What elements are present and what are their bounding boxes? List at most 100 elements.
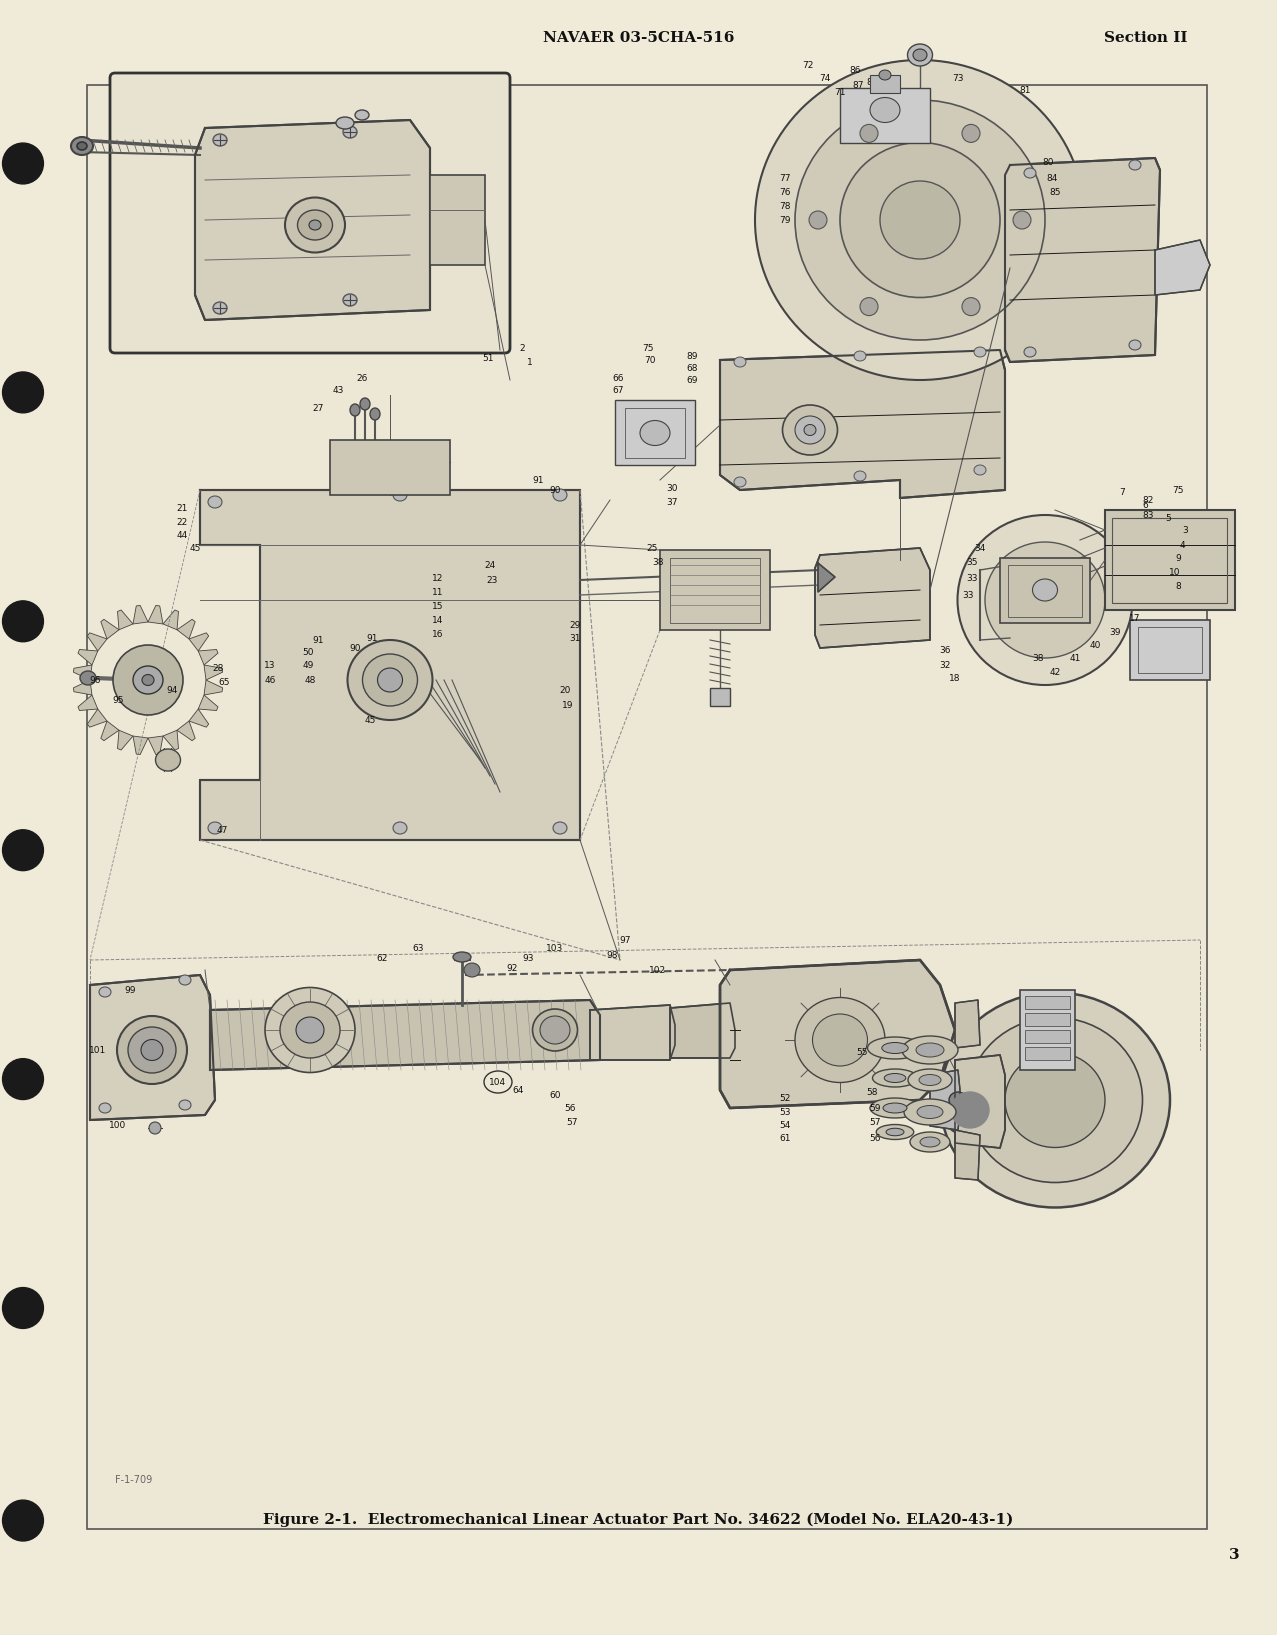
Bar bbox=[660, 549, 770, 629]
Text: 26: 26 bbox=[356, 373, 368, 383]
Polygon shape bbox=[195, 119, 430, 320]
Text: 90: 90 bbox=[349, 644, 360, 652]
Ellipse shape bbox=[344, 294, 358, 306]
Ellipse shape bbox=[734, 356, 746, 366]
Ellipse shape bbox=[985, 541, 1105, 657]
Text: 95: 95 bbox=[112, 695, 124, 705]
Text: 13: 13 bbox=[264, 661, 276, 669]
Text: 91: 91 bbox=[366, 633, 378, 643]
Text: 25: 25 bbox=[646, 543, 658, 553]
Text: 57: 57 bbox=[566, 1117, 577, 1127]
Ellipse shape bbox=[1129, 160, 1142, 170]
Polygon shape bbox=[590, 1006, 676, 1059]
Ellipse shape bbox=[859, 124, 879, 142]
Text: 65: 65 bbox=[218, 677, 230, 687]
Ellipse shape bbox=[77, 142, 87, 150]
Text: 80: 80 bbox=[1042, 157, 1054, 167]
Bar bbox=[329, 440, 450, 495]
Text: 57: 57 bbox=[870, 1117, 881, 1127]
Polygon shape bbox=[133, 736, 148, 755]
Circle shape bbox=[3, 602, 43, 641]
Text: 85: 85 bbox=[1050, 188, 1061, 196]
Text: 3: 3 bbox=[1230, 1548, 1240, 1561]
Text: NAVAER 03-5CHA-516: NAVAER 03-5CHA-516 bbox=[543, 31, 734, 46]
Text: 97: 97 bbox=[619, 935, 631, 945]
Text: 23: 23 bbox=[487, 576, 498, 584]
Bar bbox=[1130, 620, 1211, 680]
Polygon shape bbox=[189, 633, 208, 651]
Polygon shape bbox=[163, 610, 179, 629]
Text: 59: 59 bbox=[870, 1104, 881, 1112]
Bar bbox=[1020, 991, 1075, 1069]
Ellipse shape bbox=[117, 1015, 186, 1084]
Text: 1: 1 bbox=[527, 358, 533, 366]
Ellipse shape bbox=[870, 98, 900, 123]
Text: 93: 93 bbox=[522, 953, 534, 963]
Circle shape bbox=[3, 144, 43, 183]
Text: 22: 22 bbox=[176, 518, 188, 526]
Text: 42: 42 bbox=[1050, 667, 1061, 677]
Text: 35: 35 bbox=[967, 558, 978, 566]
Ellipse shape bbox=[285, 198, 345, 252]
Ellipse shape bbox=[213, 134, 227, 146]
Text: 2: 2 bbox=[520, 343, 525, 353]
Polygon shape bbox=[87, 710, 107, 728]
Text: 91: 91 bbox=[313, 636, 324, 644]
Ellipse shape bbox=[902, 1037, 958, 1064]
Ellipse shape bbox=[266, 988, 355, 1073]
Ellipse shape bbox=[916, 1043, 944, 1056]
Ellipse shape bbox=[919, 1074, 941, 1086]
Polygon shape bbox=[200, 490, 580, 840]
Ellipse shape bbox=[904, 1099, 956, 1125]
Ellipse shape bbox=[919, 1136, 940, 1148]
Ellipse shape bbox=[142, 675, 155, 685]
Polygon shape bbox=[117, 731, 133, 750]
Text: 68: 68 bbox=[686, 363, 697, 373]
Ellipse shape bbox=[140, 1040, 163, 1061]
Ellipse shape bbox=[949, 1092, 967, 1109]
Polygon shape bbox=[148, 605, 163, 625]
Text: 9: 9 bbox=[1175, 554, 1181, 562]
Text: 89: 89 bbox=[686, 352, 697, 360]
Text: 39: 39 bbox=[1110, 628, 1121, 636]
Ellipse shape bbox=[112, 644, 183, 714]
Polygon shape bbox=[101, 721, 119, 741]
Polygon shape bbox=[955, 1001, 979, 1048]
Text: 56: 56 bbox=[870, 1133, 881, 1143]
Ellipse shape bbox=[363, 654, 418, 706]
Ellipse shape bbox=[734, 477, 746, 487]
Text: 29: 29 bbox=[570, 621, 581, 629]
Ellipse shape bbox=[796, 415, 825, 445]
Text: 73: 73 bbox=[953, 74, 964, 82]
Ellipse shape bbox=[854, 471, 866, 481]
Text: 4: 4 bbox=[1179, 541, 1185, 549]
Text: 48: 48 bbox=[304, 675, 315, 685]
Polygon shape bbox=[819, 562, 835, 592]
Text: 101: 101 bbox=[89, 1045, 106, 1055]
Bar bbox=[616, 401, 695, 464]
Text: 45: 45 bbox=[364, 716, 375, 724]
Text: 84: 84 bbox=[1046, 173, 1057, 183]
Ellipse shape bbox=[378, 669, 402, 692]
Text: 34: 34 bbox=[974, 543, 986, 553]
Ellipse shape bbox=[886, 1128, 904, 1136]
Polygon shape bbox=[87, 633, 107, 651]
Text: 24: 24 bbox=[484, 561, 495, 569]
Bar bbox=[430, 175, 485, 265]
Polygon shape bbox=[209, 1001, 600, 1069]
Text: Section II: Section II bbox=[1105, 31, 1188, 46]
Text: 44: 44 bbox=[176, 530, 188, 540]
Text: 64: 64 bbox=[512, 1086, 524, 1094]
Ellipse shape bbox=[951, 1092, 988, 1128]
Polygon shape bbox=[189, 710, 208, 728]
Polygon shape bbox=[198, 649, 218, 665]
Text: 86: 86 bbox=[849, 65, 861, 75]
Text: 72: 72 bbox=[802, 60, 813, 70]
Bar bbox=[1025, 1030, 1070, 1043]
Text: 10: 10 bbox=[1170, 567, 1181, 577]
Ellipse shape bbox=[882, 1104, 907, 1113]
Ellipse shape bbox=[1024, 347, 1036, 356]
Text: 33: 33 bbox=[963, 590, 974, 600]
Ellipse shape bbox=[974, 347, 986, 356]
Polygon shape bbox=[204, 665, 222, 680]
